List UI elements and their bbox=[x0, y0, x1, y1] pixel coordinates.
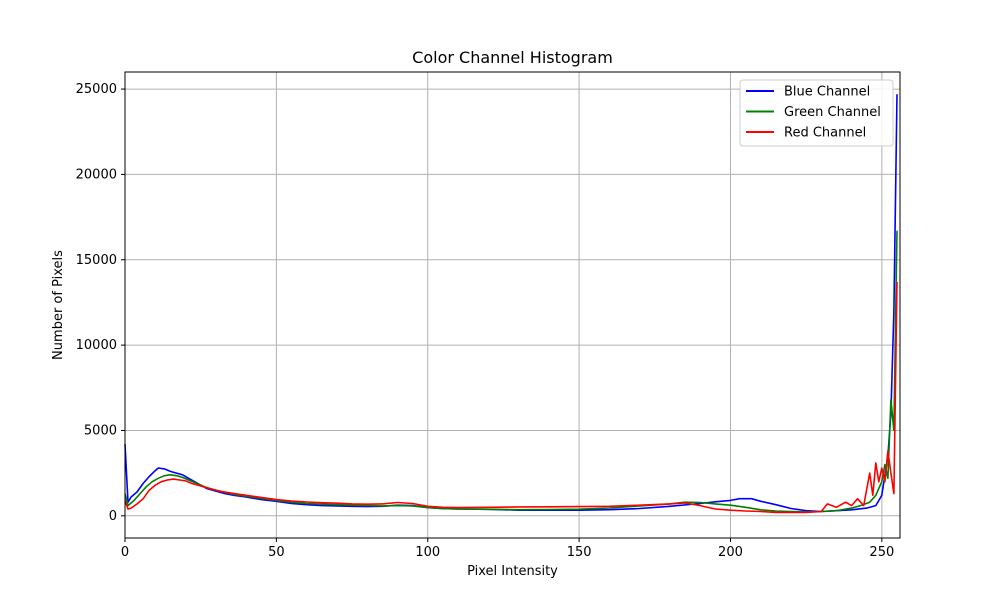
x-tick-label: 150 bbox=[567, 545, 592, 560]
y-tick-label: 20000 bbox=[76, 167, 117, 182]
chart-title: Color Channel Histogram bbox=[412, 48, 613, 67]
series-layer bbox=[124, 94, 898, 514]
plot-frame bbox=[124, 71, 901, 539]
series-line-blue-channel bbox=[124, 94, 898, 513]
y-axis-label: Number of Pixels bbox=[51, 250, 66, 360]
y-tick-label: 5000 bbox=[84, 423, 117, 438]
legend: Blue Channel Green Channel Red Channel bbox=[739, 79, 894, 147]
x-tick-label: 50 bbox=[268, 545, 285, 560]
legend-entry: Blue Channel bbox=[784, 85, 870, 100]
x-tick-label: 200 bbox=[718, 545, 743, 560]
legend-entry: Red Channel bbox=[784, 126, 866, 141]
legend-entry: Green Channel bbox=[784, 105, 881, 120]
x-tick-label: 100 bbox=[415, 545, 440, 560]
x-tick-label: 250 bbox=[869, 545, 894, 560]
x-axis-label: Pixel Intensity bbox=[467, 564, 558, 579]
x-tick-label: 0 bbox=[121, 545, 129, 560]
y-tick-label: 25000 bbox=[76, 82, 117, 97]
series-line-red-channel bbox=[124, 281, 898, 514]
grid-layer bbox=[124, 72, 900, 538]
y-tick-label: 15000 bbox=[76, 253, 117, 268]
ticks-layer: 0 50 100 150 200 250 0 5000 10000 15000 20000 25000 bbox=[76, 82, 895, 560]
y-tick-label: 10000 bbox=[76, 338, 117, 353]
series-line-green-channel bbox=[124, 230, 898, 513]
y-tick-label: 0 bbox=[109, 509, 117, 524]
legend-box bbox=[739, 79, 894, 147]
